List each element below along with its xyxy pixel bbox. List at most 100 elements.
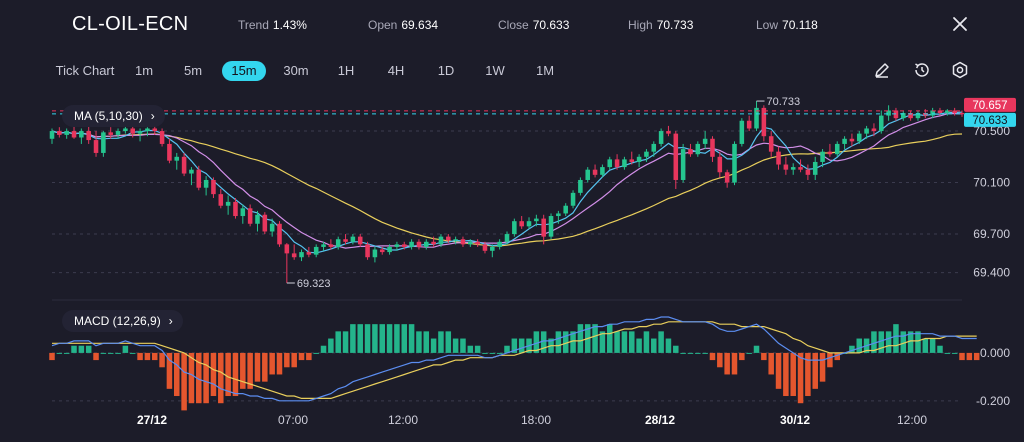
candle-body [372, 249, 378, 258]
macd-histogram-bar [937, 345, 943, 353]
candle-body [746, 120, 752, 129]
timeframe-5m[interactable]: 5m [183, 63, 203, 78]
macd-histogram-bar [768, 352, 774, 375]
candle-body [321, 244, 326, 247]
macd-histogram-bar [636, 338, 642, 353]
macd-indicator-label: MACD (12,26,9) [74, 314, 161, 328]
tick-chart-button[interactable]: Tick Chart [55, 63, 115, 78]
macd-tick-label: -0.200 [976, 394, 1010, 408]
macd-histogram-bar [673, 345, 679, 353]
candle-body [233, 201, 238, 217]
candle-body [453, 239, 458, 241]
macd-histogram-bar [379, 324, 385, 353]
macd-histogram-bar [540, 331, 547, 353]
candle-body [578, 179, 583, 193]
macd-histogram-bar [174, 352, 180, 397]
high-marker-badge [964, 97, 1016, 112]
candle-body [732, 143, 737, 183]
candle-body [688, 149, 693, 155]
candle-body [570, 192, 576, 206]
time-axis-label: 28/12 [645, 413, 675, 427]
candle-body [145, 128, 150, 132]
candle-body [827, 151, 833, 155]
macd-histogram-bar [797, 352, 804, 404]
macd-histogram-bar [350, 324, 356, 353]
time-axis-label: 30/12 [780, 413, 810, 427]
candle-body [959, 113, 965, 115]
timeframe-1d[interactable]: 1D [437, 63, 455, 78]
candle-body [556, 213, 561, 217]
candle-body [739, 120, 745, 144]
candle-body [423, 241, 429, 247]
candle-body [343, 239, 348, 242]
macd-histogram-bar [951, 352, 958, 354]
macd-histogram-bar [702, 352, 708, 354]
candle-body [101, 132, 106, 153]
macd-histogram-bar [753, 345, 760, 353]
trend-value: 1.43% [272, 18, 307, 32]
candle-body [702, 138, 708, 144]
time-axis-label: 07:00 [278, 413, 308, 427]
symbol-title: CL-OIL-ECN [72, 13, 189, 35]
high-stat: High 70.733 [628, 18, 693, 32]
macd-histogram-bar [819, 352, 826, 382]
candle-body [189, 169, 194, 174]
timeframe-30m[interactable]: 30m [283, 63, 309, 78]
price-tick-label: 69.400 [973, 266, 1010, 280]
candle-body [379, 249, 385, 253]
macd-histogram-bar [63, 352, 70, 354]
pencil-icon[interactable] [872, 60, 892, 80]
macd-histogram-bar [533, 331, 540, 353]
candle-body [915, 113, 921, 119]
min-annotation-label: 69.323 [297, 278, 331, 290]
macd-tick-label: 0.000 [980, 346, 1010, 360]
macd-histogram-bar [306, 352, 312, 361]
max-annotation-label: 70.733 [767, 96, 801, 108]
price-tick-label: 70.500 [973, 124, 1010, 138]
macd-histogram-bar [871, 331, 877, 353]
macd-histogram-bar [49, 352, 55, 361]
candle-body [365, 244, 370, 258]
macd-histogram-bar [151, 352, 158, 361]
candle-body [864, 128, 869, 134]
macd-histogram-bar [137, 352, 143, 361]
macd-histogram-bar [188, 352, 195, 404]
macd-histogram-bar [489, 352, 496, 354]
macd-histogram-bar [298, 352, 305, 361]
timeframe-15m[interactable]: 15m [222, 61, 266, 81]
price-tick-label: 70.100 [973, 176, 1010, 190]
history-icon[interactable] [912, 60, 932, 80]
macd-histogram-bar [893, 324, 899, 353]
macd-histogram-bar [687, 352, 694, 354]
macd-histogram-bar [827, 352, 833, 368]
macd-histogram-bar [401, 324, 408, 353]
trend-label: Trend [238, 18, 269, 32]
macd-histogram-bar [56, 352, 63, 354]
ma-indicator-pill[interactable]: MA (5,10,30) › [62, 105, 165, 127]
timeframe-1mo[interactable]: 1M [535, 63, 555, 78]
macd-histogram-bar [606, 324, 613, 353]
timeframe-1h[interactable]: 1H [337, 63, 355, 78]
timeframe-1m[interactable]: 1m [134, 63, 154, 78]
settings-icon[interactable] [950, 60, 970, 80]
macd-histogram-bar [100, 352, 107, 354]
macd-histogram-bar [775, 352, 782, 389]
macd-indicator-pill[interactable]: MACD (12,26,9) › [62, 310, 183, 332]
macd-histogram-bar [166, 352, 173, 389]
macd-histogram-bar [416, 331, 422, 353]
candle-body [284, 244, 290, 254]
candle-body [277, 223, 282, 245]
macd-histogram-bar [665, 338, 672, 353]
close-icon[interactable] [946, 10, 974, 38]
candle-body [86, 131, 91, 141]
macd-histogram-bar [731, 352, 738, 375]
macd-histogram-bar [196, 352, 202, 404]
timeframe-bar: Tick Chart 1m 5m 15m 30m 1H 4H 1D 1W 1M [0, 58, 1024, 84]
timeframe-1w[interactable]: 1W [485, 63, 505, 78]
timeframe-4h[interactable]: 4H [387, 63, 405, 78]
candle-body [475, 241, 480, 245]
time-axis-label: 27/12 [137, 413, 167, 427]
close-value: 70.633 [532, 18, 570, 32]
macd-histogram-bar [129, 352, 136, 354]
